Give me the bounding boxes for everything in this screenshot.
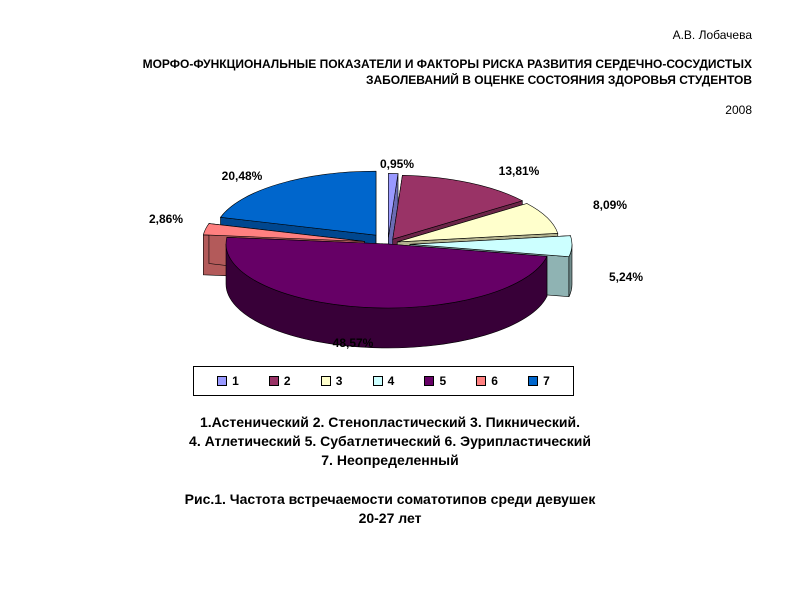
figure-title-line-2: 20-27 лет — [358, 510, 422, 526]
caption-line-2: 4. Атлетический 5. Субатлетический 6. Эу… — [189, 433, 591, 449]
header: А.В. Лобачева МОРФО-ФУНКЦИОНАЛЬНЫЕ ПОКАЗ… — [52, 27, 752, 118]
data-label-6: 2,86% — [149, 212, 183, 226]
pie-slice-3 — [397, 203, 559, 243]
chart-caption: 1.Астенический 2. Стенопластический 3. П… — [90, 413, 690, 528]
legend-item-5: 5 — [424, 374, 446, 388]
data-label-1: 0,95% — [380, 157, 414, 171]
legend-label-5: 5 — [439, 374, 447, 388]
caption-line-1: 1.Астенический 2. Стенопластический 3. П… — [200, 414, 580, 430]
data-label-4: 5,24% — [609, 270, 643, 284]
legend-label-1: 1 — [232, 374, 239, 388]
report-title-line-1: МОРФО-ФУНКЦИОНАЛЬНЫЕ ПОКАЗАТЕЛИ И ФАКТОР… — [142, 57, 752, 71]
data-label-2: 13,81% — [499, 164, 540, 178]
year: 2008 — [725, 103, 752, 117]
author: А.В. Лобачева — [672, 28, 752, 42]
legend-label-4: 4 — [387, 374, 395, 388]
legend-item-6: 6 — [476, 374, 498, 388]
legend-swatch-2 — [268, 376, 279, 386]
legend-swatch-1 — [217, 376, 228, 386]
caption-line-3: 7. Неопределенный — [321, 452, 459, 468]
legend-item-1: 1 — [217, 374, 239, 388]
legend-item-3: 3 — [320, 374, 343, 388]
legend-swatch-7 — [528, 376, 539, 386]
legend-swatch-4 — [372, 376, 383, 386]
legend-swatch-6 — [476, 376, 487, 386]
pie-slice-6 — [202, 223, 365, 242]
report-title-line-2: ЗАБОЛЕВАНИЙ В ОЦЕНКЕ СОСТОЯНИЯ ЗДОРОВЬЯ … — [365, 73, 752, 87]
pie-slice-2 — [392, 174, 524, 240]
legend-label-6: 6 — [491, 374, 498, 388]
legend-item-4: 4 — [372, 374, 395, 388]
pie-slice-4 — [409, 235, 573, 258]
figure-title-line-1: Рис.1. Частота встречаемости соматотипов… — [184, 491, 596, 507]
legend-swatch-3 — [320, 376, 331, 386]
chart-legend: 1 2 3 4 5 6 7 — [193, 366, 574, 396]
data-label-3: 8,09% — [593, 198, 627, 212]
legend-item-2: 2 — [268, 374, 291, 388]
pie-slice-5 — [225, 237, 548, 309]
legend-label-7: 7 — [543, 374, 550, 388]
data-label-5: 48,57% — [333, 336, 374, 350]
pie-slice-7 — [219, 170, 377, 236]
legend-label-2: 2 — [283, 374, 291, 388]
pie-slice-1 — [388, 173, 399, 238]
legend-label-3: 3 — [335, 374, 343, 388]
data-label-7: 20,48% — [222, 169, 263, 183]
legend-item-7: 7 — [528, 374, 550, 388]
legend-swatch-5 — [424, 376, 435, 386]
